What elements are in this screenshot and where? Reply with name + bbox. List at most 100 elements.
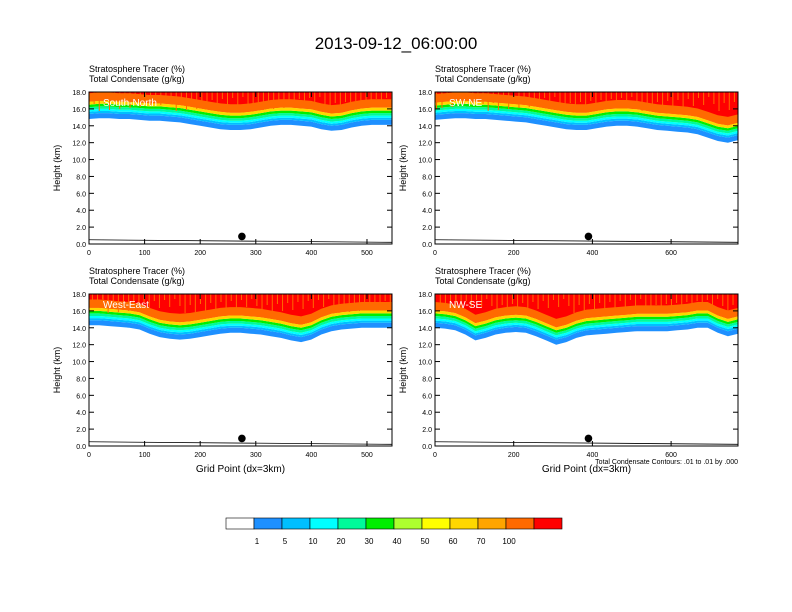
panel-label: NW-SE <box>449 300 482 311</box>
plot-frame <box>88 91 393 245</box>
condensate-contour <box>435 441 738 445</box>
tracer-band-3 <box>89 106 392 122</box>
x-tick-label: 600 <box>665 250 677 257</box>
y-tick-label: 2.0 <box>76 225 86 232</box>
contour-note: Total Condensate Contours: .01 to .01 by… <box>595 459 738 466</box>
tracer-70-region <box>89 92 392 114</box>
location-marker <box>238 434 246 443</box>
tracer-field <box>89 92 392 243</box>
tracer-band-0 <box>435 322 738 345</box>
y-tick-label: 6.0 <box>422 191 432 198</box>
y-tick-label: 18.0 <box>72 292 86 299</box>
y-tick-label: 14.0 <box>418 326 432 333</box>
x-tick-label: 0 <box>87 250 91 257</box>
y-tick-label: 8.0 <box>422 174 432 181</box>
y-axis-label: Height (km) <box>52 145 62 192</box>
x-tick-label: 100 <box>139 250 151 257</box>
tracer-band-0 <box>89 113 392 131</box>
x-tick-label: 400 <box>587 250 599 257</box>
y-tick-label: 14.0 <box>72 326 86 333</box>
y-tick-label: 18.0 <box>418 292 432 299</box>
y-tick-label: 12.0 <box>418 343 432 350</box>
x-axis-label: Grid Point (dx=3km) <box>542 464 631 475</box>
x-tick-label: 600 <box>665 452 677 459</box>
y-tick-label: 16.0 <box>72 107 86 114</box>
tracer-band-1 <box>89 111 392 126</box>
y-tick-label: 4.0 <box>422 208 432 215</box>
panel-sw-ne: 0.0 2.0 4.0 6.0 8.0 10.0 12.0 14.0 16.0 18.0 0 200 4… <box>398 64 739 257</box>
y-tick-label: 14.0 <box>72 124 86 131</box>
figure-title: 2013-09-12_06:00:00 <box>315 34 478 53</box>
colorbar-label: 20 <box>337 537 346 546</box>
tracer-field <box>435 294 738 445</box>
tracer-band-3 <box>89 313 392 333</box>
colorbar-label: 100 <box>502 537 516 546</box>
tracer-band-1 <box>435 111 738 138</box>
y-tick-label: 4.0 <box>76 410 86 417</box>
colorbar-label: 60 <box>449 537 458 546</box>
tracer-band-5 <box>435 100 738 129</box>
condensate-contour <box>89 441 392 445</box>
panel-west-east: 0.0 2.0 4.0 6.0 8.0 10.0 12.0 14.0 16.0 18.0 0 100 2… <box>52 266 393 475</box>
plot-frame <box>434 91 739 245</box>
y-tick-label: 4.0 <box>422 410 432 417</box>
colorbar-swatch <box>253 517 283 530</box>
x-tick-label: 500 <box>361 250 373 257</box>
y-tick-label: 8.0 <box>76 376 86 383</box>
tracer-70-region <box>435 302 738 328</box>
tracer-field <box>435 92 738 243</box>
colorbar-label: 70 <box>477 537 486 546</box>
tracer-band-5 <box>435 310 738 331</box>
colorbar-swatch <box>225 517 255 530</box>
x-tick-label: 200 <box>508 452 520 459</box>
location-marker <box>584 232 593 241</box>
tracer-field <box>89 294 392 445</box>
y-tick-label: 12.0 <box>72 141 86 148</box>
panel-header-2: Total Condensate (g/kg) <box>435 276 531 286</box>
colorbar-label: 50 <box>421 537 430 546</box>
y-tick-label: 2.0 <box>422 427 432 434</box>
plot-frame <box>88 293 393 447</box>
y-tick-label: 2.0 <box>422 225 432 232</box>
tracer-band-3 <box>435 316 738 336</box>
y-tick-label: 16.0 <box>418 107 432 114</box>
location-marker <box>584 434 593 443</box>
x-tick-label: 400 <box>306 250 318 257</box>
colorbar-label: 10 <box>309 537 318 546</box>
y-axis-label: Height (km) <box>52 347 62 394</box>
x-tick-label: 400 <box>306 452 318 459</box>
y-tick-label: 12.0 <box>72 343 86 350</box>
colorbar-swatch <box>365 517 395 530</box>
y-tick-label: 8.0 <box>422 376 432 383</box>
y-tick-label: 18.0 <box>418 90 432 97</box>
colorbar-label: 30 <box>365 537 374 546</box>
x-tick-label: 100 <box>139 452 151 459</box>
panel-label: SW-NE <box>449 98 482 109</box>
y-tick-label: 6.0 <box>76 393 86 400</box>
panels-group: 0.0 2.0 4.0 6.0 8.0 10.0 12.0 14.0 16.0 18.0 0 100 2… <box>52 64 739 475</box>
tracer-band-0 <box>89 320 392 343</box>
y-tick-label: 14.0 <box>418 124 432 131</box>
y-tick-label: 0.0 <box>422 242 432 249</box>
plot-frame <box>434 293 739 447</box>
panel-header-1: Stratosphere Tracer (%) <box>89 266 185 276</box>
x-tick-label: 300 <box>250 452 262 459</box>
y-tick-label: 12.0 <box>418 141 432 148</box>
x-tick-label: 200 <box>194 452 206 459</box>
x-tick-label: 400 <box>587 452 599 459</box>
panel-nw-se: 0.0 2.0 4.0 6.0 8.0 10.0 12.0 14.0 16.0 18.0 0 200 4… <box>398 266 739 475</box>
y-tick-label: 16.0 <box>72 309 86 316</box>
y-tick-label: 0.0 <box>76 242 86 249</box>
y-tick-label: 6.0 <box>76 191 86 198</box>
tracer-band-1 <box>435 320 738 340</box>
tracer-70-region <box>435 92 738 126</box>
tracer-band-1 <box>89 318 392 338</box>
colorbar: 1 5 10 20 30 40 50 60 70 100 <box>225 517 563 546</box>
y-tick-label: 10.0 <box>72 360 86 367</box>
panel-south-north: 0.0 2.0 4.0 6.0 8.0 10.0 12.0 14.0 16.0 18.0 0 100 2… <box>52 64 393 257</box>
y-tick-label: 18.0 <box>72 90 86 97</box>
tracer-band-4 <box>435 103 738 131</box>
tracer-band-5 <box>89 100 392 117</box>
condensate-contour <box>89 239 392 243</box>
panel-header-1: Stratosphere Tracer (%) <box>89 64 185 74</box>
